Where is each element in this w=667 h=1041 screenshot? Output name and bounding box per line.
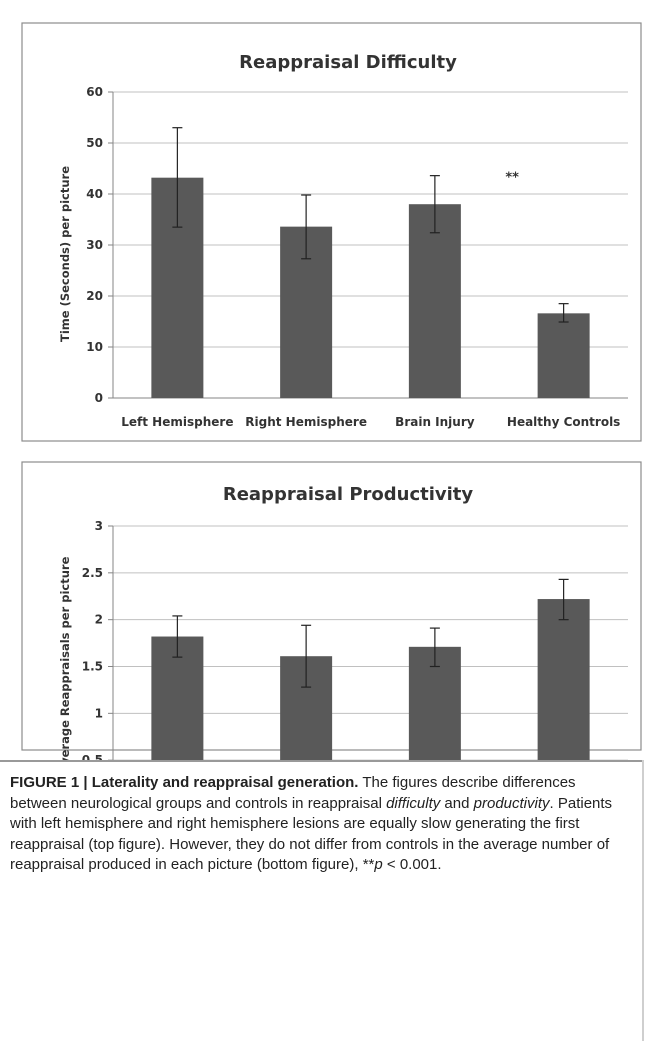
difficulty-error-bar xyxy=(172,127,183,228)
difficulty-y-tick-label: 10 xyxy=(86,340,103,354)
caption-text-1: The figures describe differences between… xyxy=(10,774,576,812)
caption-text-3: . Patients with left hemisphere and righ… xyxy=(10,794,613,874)
difficulty-error-bars xyxy=(172,127,569,323)
difficulty-y-tick-label: 50 xyxy=(86,136,103,150)
productivity-chart: Reappraisal Productivity Average Reappra… xyxy=(0,450,667,760)
productivity-y-tick-label: 3 xyxy=(95,519,103,533)
difficulty-error-bar xyxy=(558,303,569,323)
productivity-y-tick-label: 2 xyxy=(95,613,103,627)
productivity-error-bar xyxy=(429,627,440,668)
difficulty-annotations: ** xyxy=(505,170,519,185)
difficulty-bars xyxy=(151,177,590,398)
difficulty-y-tick-label: 60 xyxy=(86,85,103,99)
difficulty-bar xyxy=(537,313,590,398)
productivity-chart-ylabel: Average Reappraisals per picture xyxy=(58,556,72,760)
productivity-bar xyxy=(537,599,590,760)
difficulty-significance-marker: ** xyxy=(505,170,519,185)
difficulty-error-bar xyxy=(301,194,312,260)
difficulty-y-tick-label: 20 xyxy=(86,289,103,303)
productivity-y-tick-label: 0.5 xyxy=(82,753,103,760)
caption-side-rule xyxy=(642,760,644,1041)
caption-em-productivity: productivity xyxy=(473,794,550,812)
difficulty-x-label: Right Hemisphere xyxy=(245,415,367,429)
difficulty-y-tick-label: 0 xyxy=(95,391,103,405)
difficulty-chart-ylabel: Time (Seconds) per picture xyxy=(58,166,72,342)
caption-text-2: and xyxy=(440,794,474,812)
productivity-error-bar xyxy=(301,624,312,688)
difficulty-x-label: Brain Injury xyxy=(395,415,475,429)
caption-em-p: p xyxy=(374,856,383,873)
caption-top-rule xyxy=(0,760,643,762)
difficulty-y-ticks: 0 10 20 30 40 50 60 xyxy=(86,85,113,405)
difficulty-error-bar xyxy=(429,175,440,234)
productivity-error-bars xyxy=(172,578,569,688)
productivity-error-bar xyxy=(558,578,569,621)
difficulty-x-label: Left Hemisphere xyxy=(121,415,233,429)
caption-label: FIGURE 1 | Laterality and reappraisal ge… xyxy=(10,774,359,791)
productivity-y-ticks: 00.511.522.53 xyxy=(82,519,113,760)
productivity-chart-title: Reappraisal Productivity xyxy=(223,484,474,505)
figure-caption: FIGURE 1 | Laterality and reappraisal ge… xyxy=(10,773,635,876)
productivity-y-tick-label: 1 xyxy=(95,706,103,720)
difficulty-x-labels: Left Hemisphere Right Hemisphere Brain Inj… xyxy=(121,415,620,429)
productivity-y-tick-label: 1.5 xyxy=(82,660,103,674)
difficulty-chart-svg: Reappraisal Difficulty Time (Seconds) pe… xyxy=(21,22,642,442)
difficulty-y-tick-label: 40 xyxy=(86,187,103,201)
productivity-y-tick-label: 2.5 xyxy=(82,566,103,580)
difficulty-bar xyxy=(408,204,461,398)
difficulty-chart: Reappraisal Difficulty Time (Seconds) pe… xyxy=(0,0,667,450)
caption-text-4: < 0.001. xyxy=(382,856,442,873)
difficulty-chart-title: Reappraisal Difficulty xyxy=(239,52,457,73)
caption-em-difficulty: difficulty xyxy=(386,794,441,812)
difficulty-y-tick-label: 30 xyxy=(86,238,103,252)
difficulty-x-label: Healthy Controls xyxy=(507,415,620,429)
productivity-chart-svg: Reappraisal Productivity Average Reappra… xyxy=(21,461,642,760)
productivity-error-bar xyxy=(172,615,183,658)
